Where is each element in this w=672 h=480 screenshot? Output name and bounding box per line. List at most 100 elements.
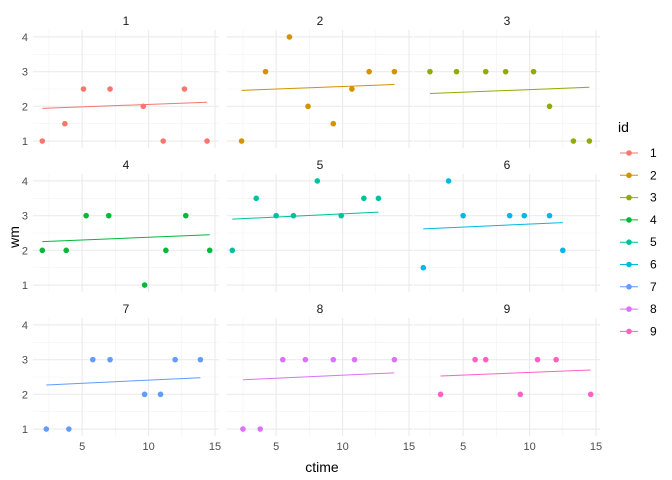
data-point (546, 212, 553, 219)
y-tick-label: 1 (22, 136, 28, 148)
data-point (262, 68, 269, 75)
data-point (338, 212, 345, 219)
legend-label: 7 (650, 280, 657, 294)
y-tick-label: 3 (22, 67, 28, 79)
data-point (570, 138, 577, 144)
y-tick-label: 1 (22, 280, 28, 292)
facet-panel-3: 3 (414, 14, 600, 148)
y-tick-label: 2 (22, 245, 28, 257)
y-axis-title: wm (6, 226, 22, 249)
data-point (63, 247, 70, 254)
regression-line (423, 222, 563, 230)
data-point (366, 68, 372, 75)
data-point (253, 195, 260, 202)
facet-panel-9: 9 5 10 15 (414, 302, 602, 453)
facet-strip-label: 7 (123, 302, 130, 316)
regression-line (429, 86, 590, 95)
data-point (240, 426, 246, 432)
data-point (534, 356, 541, 363)
data-point (330, 120, 337, 127)
data-point (182, 212, 189, 219)
facet-panel-2: 2 (227, 14, 413, 148)
regression-line (440, 369, 591, 377)
x-tick-label: 10 (523, 441, 535, 453)
data-point (391, 356, 398, 363)
y-tick-label: 1 (22, 424, 28, 436)
facet-strip-label: 4 (123, 158, 130, 172)
data-point (521, 212, 528, 219)
data-point (238, 138, 245, 144)
data-point (172, 356, 178, 363)
data-point (141, 391, 148, 398)
data-point (290, 212, 297, 219)
facet-strip-label: 5 (317, 158, 324, 172)
data-point (157, 391, 164, 398)
legend-item-5: 5 (620, 235, 657, 249)
data-point (280, 356, 286, 363)
regression-line (42, 101, 208, 109)
facet-panel-6: 6 (414, 158, 600, 292)
facet-strip-label: 9 (504, 302, 511, 316)
legend-item-9: 9 (620, 324, 657, 338)
data-point (286, 34, 293, 40)
data-point (546, 103, 553, 110)
legend-key-point (626, 172, 632, 179)
data-point (482, 68, 489, 75)
data-point (302, 356, 309, 363)
data-point (89, 356, 96, 363)
data-point (83, 212, 89, 219)
x-tick-label: 5 (273, 441, 279, 453)
data-point (181, 86, 188, 92)
data-point (506, 212, 513, 219)
legend-title: id (618, 119, 629, 135)
data-point (140, 103, 147, 110)
facet-panel-5: 5 (227, 158, 413, 292)
regression-line (232, 211, 379, 220)
regression-line (241, 83, 395, 91)
data-point (361, 195, 367, 202)
data-point (160, 138, 166, 144)
data-point (453, 68, 460, 75)
legend-key-point (626, 194, 632, 201)
legend-item-3: 3 (620, 191, 657, 205)
data-point (163, 247, 169, 254)
legend-label: 9 (650, 324, 657, 338)
legend-key-point (626, 284, 632, 290)
facet-panel-8: 8 5 10 15 (227, 302, 415, 453)
legend-item-7: 7 (620, 280, 657, 294)
legend-label: 1 (650, 146, 657, 160)
facet-strip-label: 1 (123, 14, 130, 28)
legend-key-point (626, 306, 632, 312)
data-point (460, 212, 466, 219)
legend-item-1: 1 (620, 146, 657, 160)
legend-item-6: 6 (620, 258, 657, 272)
data-point (553, 356, 559, 363)
facet-panel-4: 4 1 2 3 4 (22, 158, 219, 292)
data-point (375, 195, 382, 202)
legend-key-point (626, 328, 632, 335)
data-point (107, 86, 113, 92)
data-point (482, 356, 489, 363)
y-tick-label: 2 (22, 101, 28, 113)
data-point (472, 356, 478, 363)
x-tick-label: 5 (79, 441, 85, 453)
y-tick-label: 4 (22, 32, 28, 44)
legend: id 1 2 3 4 5 6 7 8 9 (618, 119, 657, 338)
data-point (420, 264, 427, 271)
x-tick-label: 10 (336, 441, 348, 453)
facet-strip-label: 2 (317, 14, 324, 28)
facet-panels: 1 1 2 3 4 2 3 4 1 2 3 4 5 6 7 1 2 3 4 5 10 15 8 5 10 15 9 5 10 15 (22, 14, 602, 453)
legend-label: 2 (650, 168, 657, 182)
x-tick-label: 15 (209, 441, 221, 453)
data-point (517, 391, 524, 398)
data-point (197, 356, 204, 363)
regression-line (42, 234, 210, 243)
y-tick-label: 3 (22, 355, 28, 367)
data-point (351, 356, 358, 363)
x-tick-label: 10 (142, 441, 154, 453)
data-point (330, 356, 337, 363)
y-tick-label: 3 (22, 211, 28, 223)
y-tick-label: 2 (22, 389, 28, 401)
y-tick-label: 4 (22, 176, 28, 188)
